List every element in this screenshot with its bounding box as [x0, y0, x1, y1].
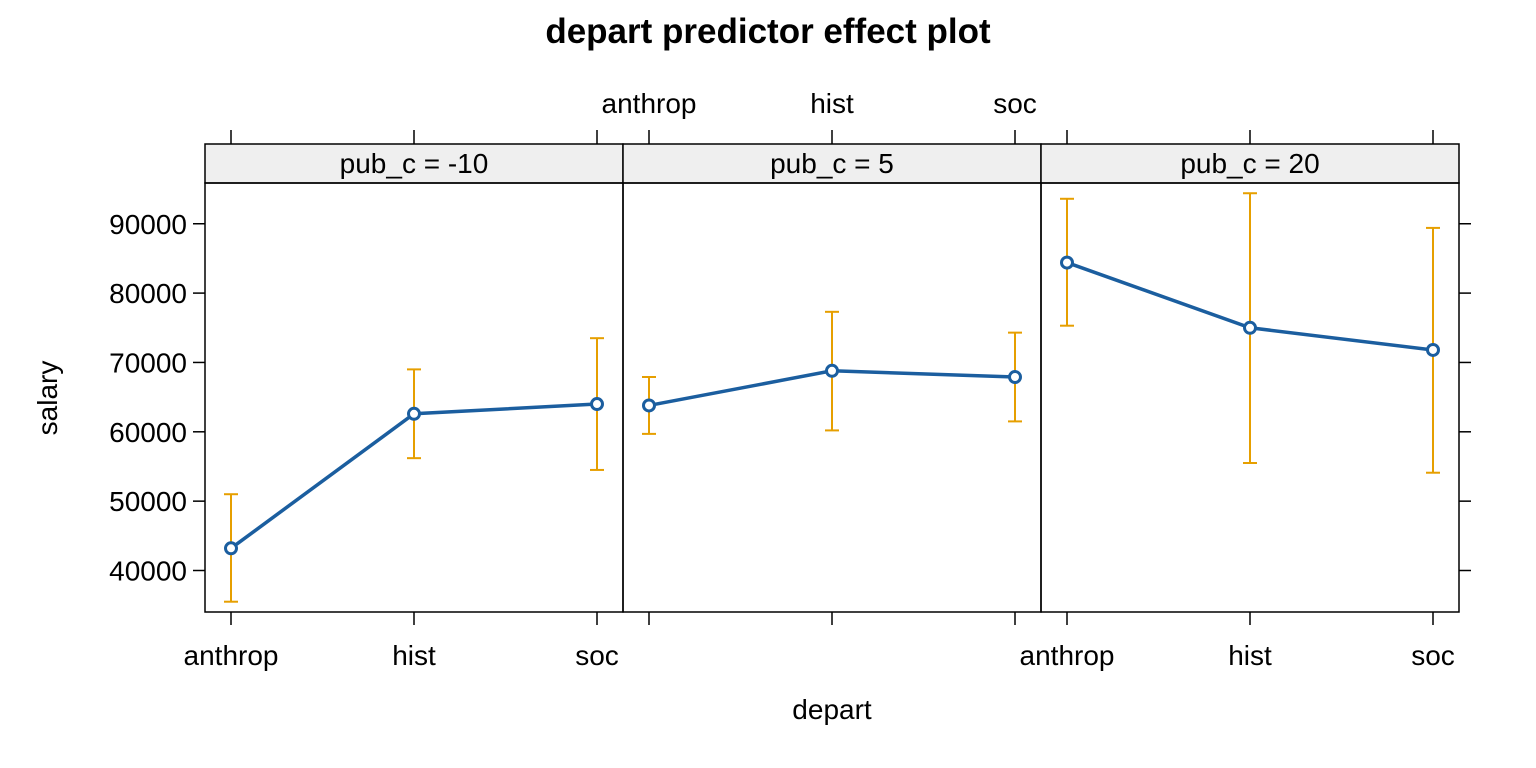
fit-point — [407, 406, 421, 421]
x-tick-label: soc — [1411, 640, 1455, 671]
panel-strip — [204, 143, 624, 184]
y-axis: 40000 50000 60000 70000 80000 90000 — [109, 209, 1471, 587]
panel-strip-label: pub_c = 5 — [770, 148, 894, 179]
x-tick-label: hist — [392, 640, 436, 671]
fit-point — [825, 363, 839, 378]
y-tick-label: 40000 — [109, 556, 187, 587]
x-tick-label: soc — [575, 640, 619, 671]
fit-point — [224, 541, 238, 556]
fit-point — [1243, 320, 1257, 335]
x-axis: anthrop hist soc anthrop hist soc anthrop hist s… — [184, 88, 1455, 671]
fit-point — [1426, 342, 1440, 357]
panel-strip-label: pub_c = -10 — [340, 148, 489, 179]
y-tick-label: 70000 — [109, 347, 187, 378]
panel-strip-label: pub_c = 20 — [1180, 148, 1319, 179]
x-tick-label-top: hist — [810, 88, 854, 119]
y-axis-label: salary — [32, 361, 63, 436]
chart-title: depart predictor effect plot — [545, 12, 991, 51]
x-tick-label: hist — [1228, 640, 1272, 671]
x-tick-label: anthrop — [1020, 640, 1115, 671]
fit-point — [1060, 255, 1074, 270]
y-tick-label: 60000 — [109, 417, 187, 448]
fit-point — [590, 397, 604, 412]
panel-1: pub_c = -10 — [204, 143, 624, 613]
panel-strip — [622, 143, 1042, 184]
y-tick-label: 80000 — [109, 278, 187, 309]
x-tick-label-top: anthrop — [602, 88, 697, 119]
fit-point — [642, 398, 656, 413]
panel-strip — [1040, 143, 1460, 184]
x-tick-label: anthrop — [184, 640, 279, 671]
panel-3: pub_c = 20 — [1040, 143, 1460, 613]
x-tick-label-top: soc — [993, 88, 1037, 119]
fit-point — [1008, 370, 1022, 385]
y-tick-label: 50000 — [109, 486, 187, 517]
panels-layer: pub_c = -10 pub_c = 5 pub_c = 20 40000 50000… — [109, 88, 1471, 671]
y-tick-label: 90000 — [109, 209, 187, 240]
panel-2: pub_c = 5 — [622, 143, 1042, 613]
x-axis-label: depart — [792, 694, 872, 725]
